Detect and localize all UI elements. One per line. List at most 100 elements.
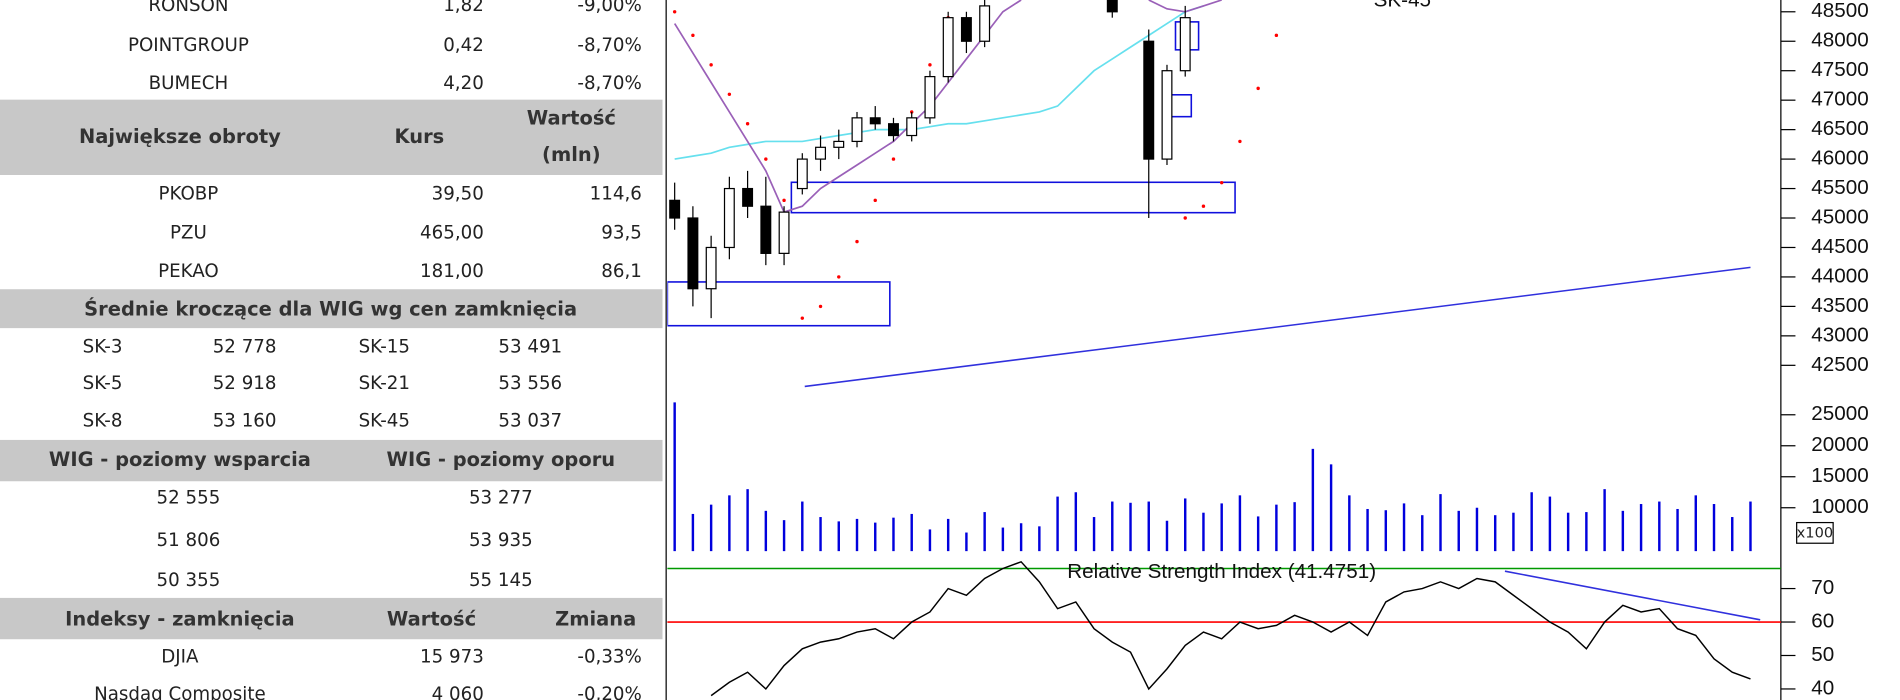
cell: PZU — [170, 222, 207, 243]
y-tick-label: 50 — [1811, 643, 1834, 666]
sar-dot — [782, 198, 786, 203]
cell: SK-5 — [83, 373, 123, 394]
candle-body — [815, 146, 827, 160]
volume-bar — [1384, 510, 1388, 552]
cell: Nasdaq Composite — [94, 684, 266, 700]
candle-body — [979, 5, 991, 42]
volume-bar — [1731, 517, 1734, 552]
sar-dot — [1183, 216, 1187, 220]
candle-body — [1143, 40, 1155, 160]
cell: 114,6 — [590, 183, 642, 204]
cell: 39,50 — [432, 183, 484, 204]
volume-bar — [801, 501, 804, 552]
sar-dot — [1201, 204, 1206, 208]
header: Wartość — [527, 107, 616, 130]
volume-bar — [892, 517, 895, 552]
volume-bar — [1566, 512, 1570, 552]
volume-bar — [1074, 492, 1078, 552]
cell: 50 355 — [157, 570, 221, 591]
cell: 52 778 — [213, 337, 277, 358]
sar-dot — [837, 275, 841, 279]
y-tick-label: 46000 — [1811, 147, 1868, 170]
unit-label: x100 — [1797, 525, 1833, 542]
header: WIG - poziomy oporu — [387, 448, 616, 471]
volume-bar — [1311, 448, 1315, 552]
sar-dot — [1219, 180, 1224, 185]
unit-box — [1796, 521, 1834, 544]
sar-dot — [1274, 33, 1279, 38]
sar-dot — [1256, 86, 1260, 91]
candle-body — [924, 75, 936, 119]
volume-bar — [1493, 515, 1497, 552]
cell: 52 918 — [213, 373, 277, 394]
cell: -0,20% — [577, 684, 641, 700]
candle-body — [833, 140, 845, 148]
zone — [667, 281, 891, 327]
cell: -8,70% — [577, 73, 641, 94]
candle-body — [778, 211, 790, 254]
volume-bar — [983, 512, 986, 552]
candle-body — [723, 187, 735, 249]
volume-bar — [1329, 464, 1333, 552]
volume-bar — [1439, 494, 1442, 552]
volume-bar — [1202, 512, 1205, 552]
header: Wartość — [387, 607, 476, 630]
cell: SK-3 — [83, 337, 123, 358]
header: Indeksy - zamknięcia — [65, 607, 295, 630]
header: (mln) — [542, 143, 601, 166]
sar-dot — [928, 63, 932, 67]
volume-bar — [1111, 501, 1114, 552]
candle-body — [796, 158, 808, 190]
cell: 465,00 — [420, 222, 484, 243]
header-band — [0, 289, 663, 329]
y-tick-label: 45000 — [1811, 205, 1868, 228]
volume-bar — [1348, 495, 1351, 552]
volume-bar — [1165, 520, 1169, 552]
sar-dot — [891, 157, 896, 161]
candle-body — [1161, 70, 1173, 160]
cell: SK-21 — [359, 373, 410, 394]
cell: 53 935 — [469, 530, 533, 551]
y-tick-label: 43500 — [1811, 294, 1868, 317]
y-tick-label: 25000 — [1811, 402, 1868, 425]
header: Największe obroty — [79, 125, 281, 148]
cell: PEKAO — [158, 261, 219, 282]
cell: -8,70% — [577, 35, 641, 56]
y-tick-label: 15000 — [1811, 464, 1868, 487]
volume-bar — [1129, 502, 1132, 552]
cell: 53 037 — [498, 411, 562, 432]
volume-bar — [1585, 512, 1588, 552]
volume-bar — [1256, 516, 1260, 552]
volume-bar — [673, 402, 676, 552]
header: Zmiana — [555, 607, 636, 630]
y-tick-label: 10000 — [1811, 495, 1868, 518]
volume-bar — [1512, 512, 1515, 552]
volume-bar — [1184, 498, 1187, 552]
volume-bar — [965, 532, 968, 552]
volume-bar — [1402, 503, 1406, 552]
volume-bar — [746, 489, 749, 552]
candle-body — [869, 117, 881, 125]
volume-bar — [1475, 507, 1479, 552]
sar-dot — [855, 239, 859, 244]
header-band — [0, 597, 663, 640]
cell: 51 806 — [157, 530, 221, 551]
volume-bar — [1366, 508, 1369, 552]
cell: 53 556 — [498, 373, 562, 394]
cell: 4,20 — [443, 73, 484, 94]
series-label: SK-45 — [1374, 0, 1431, 12]
cell: -9,00% — [577, 0, 641, 16]
sar-dot — [818, 304, 823, 309]
y-tick-label: 43000 — [1811, 323, 1868, 346]
volume-bar — [837, 521, 840, 552]
volume-bar — [1530, 492, 1533, 552]
y-tick-label: 47000 — [1811, 88, 1868, 111]
candle-body — [669, 199, 681, 219]
volume-bar — [1421, 515, 1424, 552]
sar-dot — [764, 157, 768, 161]
candle-body — [705, 246, 717, 290]
volume-bar — [1694, 495, 1697, 552]
cell: PKOBP — [159, 183, 219, 204]
candle-body — [906, 117, 918, 137]
